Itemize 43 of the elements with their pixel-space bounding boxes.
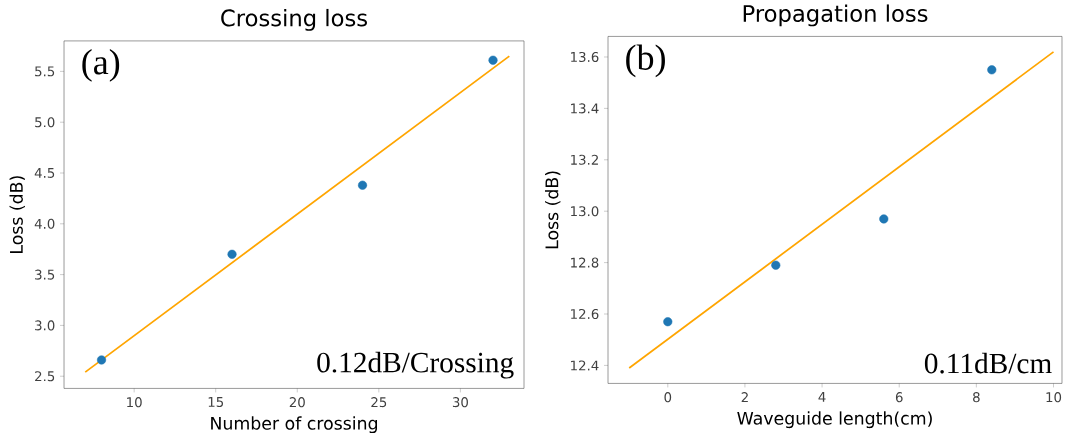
point	[488, 55, 498, 65]
y-tick-label: 12.6	[571, 309, 599, 320]
x-tick-label: 20	[289, 397, 305, 408]
y-tick-label: 2.5	[35, 371, 55, 382]
x-tick-label: 10	[127, 397, 142, 408]
y-tick-label: 13.2	[571, 154, 598, 166]
x-tick-label: 4	[818, 392, 826, 403]
annotation: (a)	[82, 49, 120, 82]
point	[987, 65, 997, 75]
annotation: 0.12dB/Crossing	[317, 352, 514, 379]
annotation: 0.11dB/cm	[924, 352, 1052, 374]
x-axis-title: Number of crossing	[211, 416, 377, 434]
y-tick-label: 13.6	[571, 52, 599, 63]
point	[771, 260, 781, 270]
y-tick-label: 13.4	[571, 103, 599, 114]
y-axis-title: Loss (dB)	[544, 171, 561, 249]
annotation: (b)	[626, 44, 665, 78]
x-tick-label: 25	[371, 397, 387, 408]
point	[227, 249, 237, 260]
y-tick-label: 12.8	[571, 257, 599, 268]
x-tick-label: 15	[208, 397, 224, 408]
x-axis-title: Waveguide length(cm)	[737, 411, 932, 429]
point	[357, 180, 368, 190]
chart-title: Propagation loss	[743, 4, 928, 27]
x-tick-label: 6	[895, 392, 903, 403]
point	[97, 355, 107, 365]
y-tick-label: 4.0	[34, 218, 55, 230]
y-tick-label: 12.4	[571, 360, 599, 371]
x-tick-label: 10	[1046, 392, 1062, 403]
y-tick-label: 3.5	[35, 269, 55, 280]
y-tick-label: 5.5	[35, 66, 55, 77]
x-tick-label: 30	[452, 397, 468, 408]
y-tick-label: 5.0	[35, 117, 55, 128]
x-tick-label: 0	[664, 392, 672, 403]
y-axis-title: Loss (dB)	[9, 176, 25, 254]
y-tick-label: 3.0	[35, 320, 55, 331]
x-tick-label: 8	[973, 392, 980, 403]
y-tick-label: 13.0	[571, 206, 599, 217]
y-tick-label: 4.5	[34, 168, 55, 179]
point	[879, 214, 889, 224]
x-tick-label: 2	[741, 392, 748, 403]
point	[663, 317, 673, 327]
chart-title: Crossing loss	[221, 9, 367, 32]
